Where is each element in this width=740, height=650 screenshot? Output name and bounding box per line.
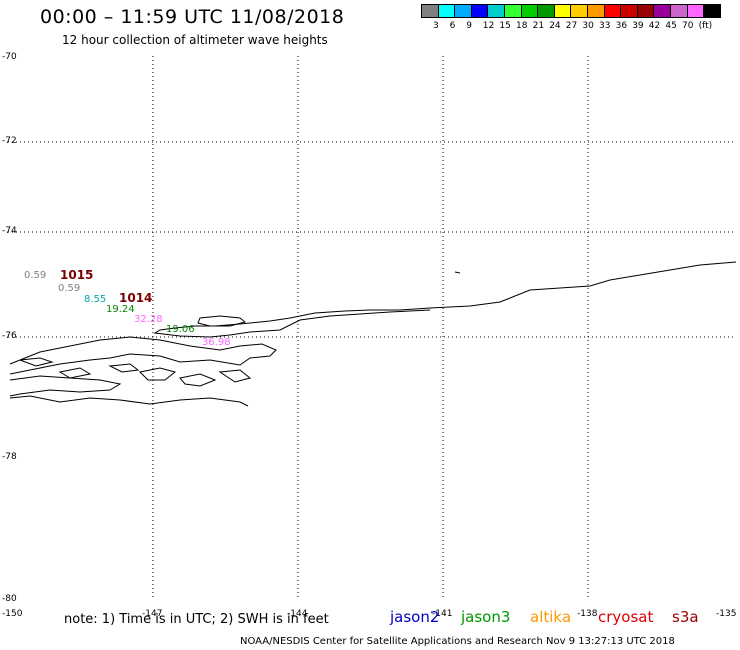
y-tick-label: -70	[2, 52, 17, 62]
colorbar-label: 36	[615, 21, 628, 31]
colorbar-label: 6	[449, 21, 456, 31]
legend-altika: altika	[530, 608, 572, 626]
x-tick-label: -138	[577, 609, 598, 619]
colorbar-cell	[570, 4, 588, 18]
colorbar-label: 39	[632, 21, 644, 31]
swh-observation: 36.98	[202, 337, 231, 348]
colorbar-cell	[503, 4, 522, 18]
colorbar-cell	[537, 4, 555, 18]
colorbar-label: 3	[433, 21, 439, 31]
swh-observation: 8.55	[84, 294, 107, 305]
x-tick-label: -150	[2, 609, 23, 619]
colorbar-label: 12	[482, 21, 495, 31]
coastline	[9, 261, 737, 407]
colorbar-cell	[421, 4, 439, 18]
colorbar-cell	[669, 4, 688, 18]
x-tick-label: -147	[142, 609, 163, 619]
legend-cryosat: cryosat	[598, 608, 654, 626]
colorbar-cell	[470, 4, 489, 18]
pressure-label: 1014	[119, 291, 153, 305]
colorbar-label: 15	[499, 21, 511, 31]
x-tick-label: -144	[287, 609, 308, 619]
wave-height-colorbar	[421, 4, 721, 18]
x-tick-label: -141	[432, 609, 453, 619]
swh-observation: 32.28	[134, 314, 163, 325]
graticule	[8, 56, 736, 600]
y-tick-label: -76	[2, 331, 17, 341]
colorbar-label: 9	[466, 21, 472, 31]
colorbar-cell	[686, 4, 705, 18]
colorbar-cell	[454, 4, 472, 18]
y-tick-label: -78	[2, 452, 17, 462]
colorbar-cell	[603, 4, 622, 18]
colorbar-label: 24	[549, 21, 561, 31]
colorbar-label: 30	[582, 21, 594, 31]
colorbar-label: 42	[648, 21, 661, 31]
legend-jason3: jason3	[461, 608, 511, 626]
colorbar-cell	[487, 4, 505, 18]
swh-observation: 19.06	[166, 324, 195, 335]
footer-note: note: 1) Time is in UTC; 2) SWH is in fe…	[64, 612, 329, 627]
colorbar-label: (ft)	[698, 21, 713, 31]
colorbar-label: 27	[565, 21, 578, 31]
legend-s3a: s3a	[672, 608, 699, 626]
swh-observation: 0.59	[24, 270, 47, 281]
colorbar-label: 45	[665, 21, 677, 31]
swh-observation: 19.24	[106, 304, 135, 315]
colorbar-cell	[520, 4, 539, 18]
colorbar-cell	[553, 4, 572, 18]
colorbar-cell	[653, 4, 671, 18]
colorbar-label: 18	[516, 21, 528, 31]
map-subtitle: 12 hour collection of altimeter wave hei…	[62, 33, 328, 47]
y-tick-label: -72	[2, 136, 17, 146]
pressure-label: 1015	[60, 268, 94, 282]
swh-observation: 0.59	[58, 283, 81, 294]
x-tick-label: -135	[716, 609, 737, 619]
credit-line: NOAA/NESDIS Center for Satellite Applica…	[240, 636, 675, 647]
colorbar-cell	[620, 4, 638, 18]
y-tick-label: -80	[2, 594, 17, 604]
colorbar-label: 33	[599, 21, 611, 31]
colorbar-label: 70	[682, 21, 694, 31]
colorbar-label: 21	[532, 21, 545, 31]
legend-jason2: jason2	[390, 608, 440, 626]
colorbar-labels: 3 6 9 12 15 18 21 24 27 30 33 36 39 42 45 70 (ft)	[421, 21, 740, 33]
colorbar-cell	[636, 4, 655, 18]
colorbar-cell	[586, 4, 605, 18]
colorbar-cell	[437, 4, 456, 18]
map-title: 00:00 – 11:59 UTC 11/08/2018	[40, 6, 345, 28]
y-tick-label: -74	[2, 226, 17, 236]
colorbar-cell	[703, 4, 721, 18]
